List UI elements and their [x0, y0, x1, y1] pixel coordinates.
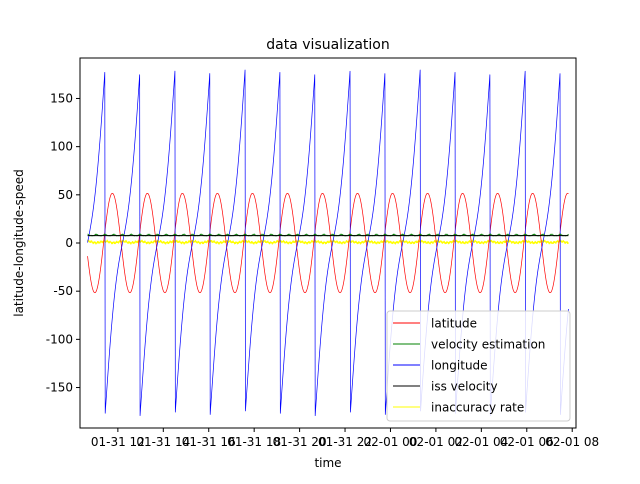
- y-tick-label: -150: [46, 381, 73, 395]
- x-tick-label: 02-01 06: [500, 435, 554, 449]
- x-tick-label: 02-01 02: [409, 435, 463, 449]
- x-tick-label: 02-01 08: [545, 435, 599, 449]
- x-tick-label: 01-31 12: [91, 435, 145, 449]
- x-tick-label: 01-31 22: [318, 435, 372, 449]
- y-tick-label: -100: [46, 332, 73, 346]
- x-tick-label: 02-01 04: [454, 435, 508, 449]
- chart-title: data visualization: [266, 37, 389, 53]
- y-tick-label: 100: [50, 140, 73, 154]
- y-tick-label: 150: [50, 91, 73, 105]
- legend: latitude velocity estimation longitude iss …: [386, 310, 571, 422]
- series-line-latitude: [87, 192, 569, 294]
- legend-label: latitude: [431, 317, 477, 331]
- series-line-inaccuracy-rate: [87, 239, 569, 245]
- series-line-longitude: [87, 69, 569, 417]
- x-tick-label: 01-31 14: [136, 435, 190, 449]
- x-tick-label: 01-31 18: [227, 435, 281, 449]
- legend-label: velocity estimation: [431, 338, 545, 352]
- x-tick-label: 02-01 00: [363, 435, 417, 449]
- x-tick-label: 01-31 20: [273, 435, 327, 449]
- x-axis-label: time: [314, 456, 341, 470]
- legend-label: iss velocity: [431, 380, 498, 394]
- legend-label: longitude: [431, 359, 488, 373]
- legend-box: [386, 310, 571, 422]
- y-tick-label: 0: [65, 236, 73, 250]
- legend-label: inaccuracy rate: [431, 401, 524, 415]
- y-tick-label: 50: [58, 188, 73, 202]
- series-layer: [87, 69, 569, 417]
- y-tick-label: -50: [53, 284, 73, 298]
- x-tick-label: 01-31 16: [182, 435, 236, 449]
- y-axis-label: latitude-longitude-speed: [12, 169, 26, 317]
